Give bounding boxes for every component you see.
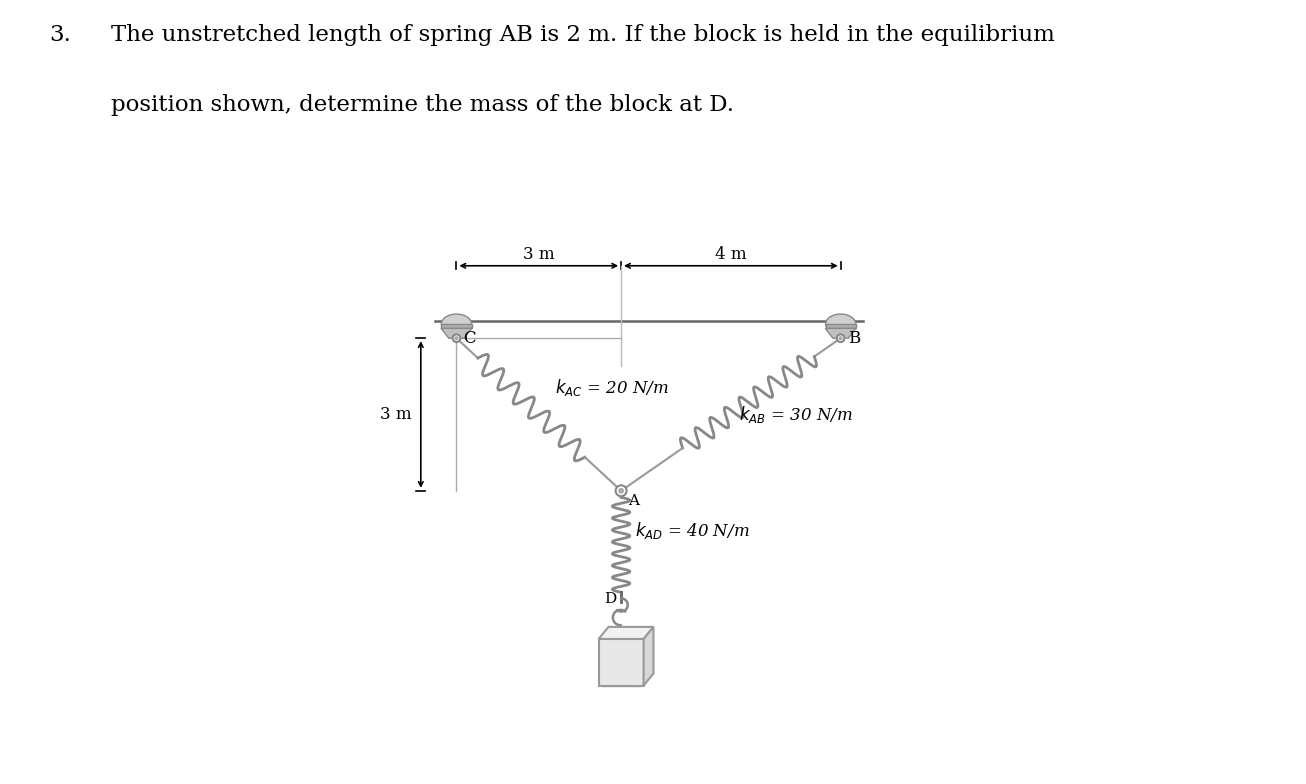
Text: 4 m: 4 m bbox=[716, 246, 747, 263]
Bar bbox=[598, 639, 644, 685]
Text: $k_{AC}$ = 20 N/m: $k_{AC}$ = 20 N/m bbox=[555, 376, 669, 397]
Circle shape bbox=[837, 335, 845, 342]
Polygon shape bbox=[644, 627, 653, 685]
Text: 3 m: 3 m bbox=[380, 406, 411, 423]
Bar bbox=[441, 324, 471, 328]
Ellipse shape bbox=[825, 314, 855, 334]
Text: position shown, determine the mass of the block at D.: position shown, determine the mass of th… bbox=[111, 94, 734, 116]
Text: 3.: 3. bbox=[50, 24, 72, 45]
Circle shape bbox=[615, 485, 627, 496]
Text: D: D bbox=[605, 592, 616, 606]
Text: C: C bbox=[464, 330, 477, 347]
Text: The unstretched length of spring AB is 2 m. If the block is held in the equilibr: The unstretched length of spring AB is 2… bbox=[111, 24, 1055, 45]
Text: $k_{AD}$ = 40 N/m: $k_{AD}$ = 40 N/m bbox=[635, 520, 750, 541]
Bar bbox=[825, 324, 855, 328]
Polygon shape bbox=[825, 328, 855, 338]
Text: 3 m: 3 m bbox=[522, 246, 555, 263]
Polygon shape bbox=[441, 328, 471, 338]
Text: B: B bbox=[848, 330, 861, 347]
Circle shape bbox=[453, 335, 460, 342]
Text: A: A bbox=[628, 494, 639, 507]
Circle shape bbox=[840, 337, 842, 339]
Circle shape bbox=[454, 337, 458, 339]
Text: $k_{AB}$ = 30 N/m: $k_{AB}$ = 30 N/m bbox=[739, 404, 853, 425]
Polygon shape bbox=[598, 627, 653, 639]
Circle shape bbox=[619, 488, 623, 493]
Ellipse shape bbox=[441, 314, 471, 334]
